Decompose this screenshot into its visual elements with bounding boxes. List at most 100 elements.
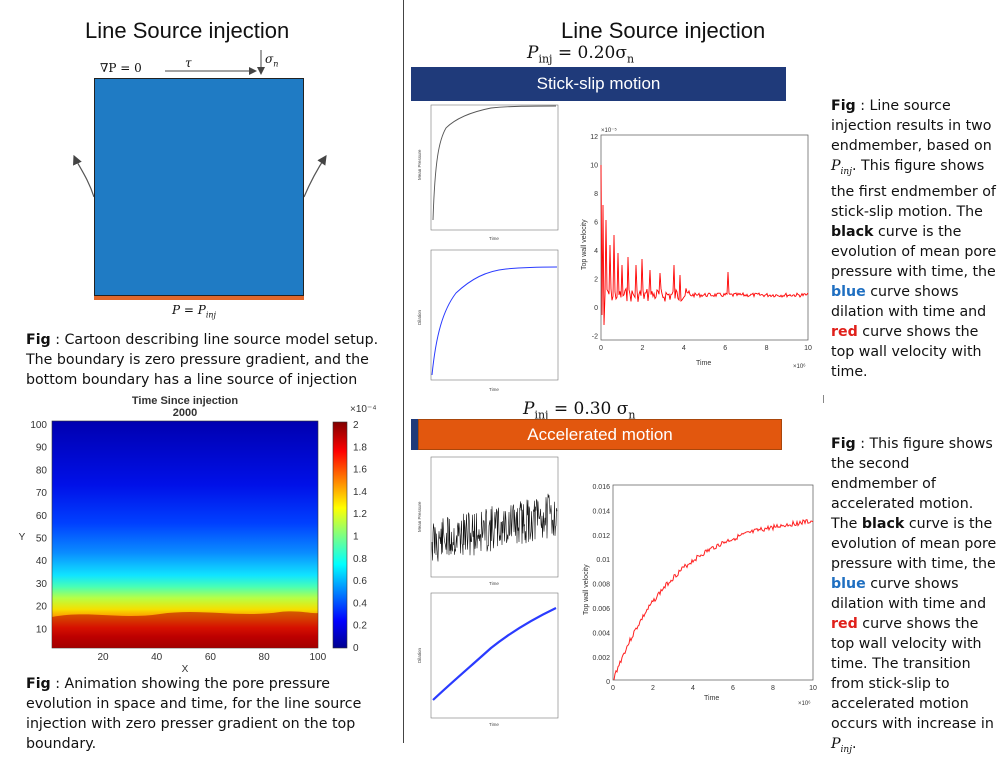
svg-text:Time: Time — [489, 236, 499, 241]
caption-cartoon: Fig : Cartoon describing line source mod… — [26, 332, 379, 388]
svg-text:Mean Pressure: Mean Pressure — [417, 149, 422, 180]
velocity-xtick: 4 — [691, 685, 695, 692]
velocity-xtick: 6 — [723, 345, 727, 352]
svg-text:×10⁶: ×10⁶ — [793, 363, 806, 370]
tau-label: τ — [185, 56, 192, 70]
mid-divider — [823, 395, 824, 403]
heatmap-yticks: 100 90 80 70 60 50 40 30 20 10 — [30, 420, 47, 635]
mean-pressure-noisy — [431, 493, 558, 562]
heatmap-ytick: 70 — [36, 488, 48, 499]
bottom-boundary-label: P = Pinj — [172, 303, 217, 320]
heatmap-area — [51, 420, 319, 649]
colorbar — [332, 421, 348, 649]
accel-dilation-plot: Dilation Time — [411, 588, 561, 728]
stick-velocity-plot: 12 10 8 6 4 2 0 -2 0 2 4 6 8 10 Top wall velocity Ti… — [570, 125, 815, 370]
velocity-xtick: 4 — [682, 345, 686, 352]
heatmap-xtick: 60 — [205, 652, 217, 663]
colorbar-tick: 1.2 — [353, 509, 367, 520]
colorbar-tick: 0.8 — [353, 554, 367, 565]
heatmap-ytick: 10 — [36, 624, 48, 635]
velocity-xtick: 10 — [804, 345, 812, 352]
heatmap-subtitle: 2000 — [173, 407, 197, 419]
colorbar-tick: 1.4 — [353, 487, 367, 498]
stick-slip-banner: Stick-slip motion — [411, 67, 786, 101]
velocity-ytick: 0.008 — [592, 582, 610, 589]
svg-text:Top wall velocity: Top wall velocity — [583, 564, 590, 615]
left-curved-arrow — [73, 154, 95, 198]
velocity-ytick: 0.014 — [592, 508, 610, 515]
velocity-xtick: 6 — [731, 685, 735, 692]
velocity-xtick: 8 — [771, 685, 775, 692]
accel-banner-edge — [411, 419, 418, 450]
colorbar-tick: 0 — [353, 643, 359, 654]
svg-text:×10⁻⁵: ×10⁻⁵ — [601, 127, 617, 134]
velocity-ytick: 12 — [590, 134, 598, 141]
colorbar-ticks: 2 1.8 1.6 1.4 1.2 1 0.8 0.6 0.4 0.2 0 — [353, 420, 367, 654]
velocity-ytick: 0.002 — [592, 655, 610, 662]
mean-pressure-curve — [432, 105, 557, 221]
heatmap-ytick: 80 — [36, 465, 48, 476]
velocity-xtick: 2 — [651, 685, 655, 692]
stick-mean-pressure-plot: Mean Pressure Time — [411, 100, 561, 245]
velocity-ytick: 6 — [594, 220, 598, 227]
colorbar-tick: 0.2 — [353, 621, 367, 632]
velocity-ytick: 0.004 — [592, 630, 610, 637]
accel-velocity-plot: 0.016 0.014 0.012 0.01 0.008 0.006 0.004 0.002 0… — [570, 475, 820, 710]
velocity-xtick: 8 — [765, 345, 769, 352]
heatmap-xticks: 20 40 60 80 100 — [97, 652, 326, 663]
caption-stick-slip: Fig : Line source injection results in t… — [831, 98, 997, 380]
heatmap-xtick: 40 — [151, 652, 163, 663]
stick-dilation-plot: Dilation Time — [411, 245, 561, 395]
heatmap-title: Time Since injection — [132, 395, 238, 407]
svg-text:×10⁶: ×10⁶ — [798, 700, 811, 707]
velocity-xtick: 2 — [640, 345, 644, 352]
colorbar-exponent: ×10⁻⁴ — [350, 404, 377, 415]
velocity-ytick: 0.01 — [596, 557, 610, 564]
heatmap-xtick: 80 — [259, 652, 271, 663]
svg-text:Time: Time — [489, 722, 499, 727]
colorbar-tick: 1.6 — [353, 465, 367, 476]
svg-text:Dilation: Dilation — [417, 647, 422, 663]
velocity-xtick: 0 — [611, 685, 615, 692]
heatmap-ytick: 50 — [36, 534, 48, 545]
line-source-bar — [94, 296, 304, 300]
velocity-ytick: 0.016 — [592, 484, 610, 491]
column-divider — [403, 0, 404, 743]
velocity-stick-curve — [600, 164, 809, 326]
velocity-ytick: 4 — [594, 248, 598, 255]
velocity-ytick: 0 — [606, 679, 610, 686]
svg-text:Time: Time — [489, 387, 499, 392]
velocity-ytick: 0.012 — [592, 533, 610, 540]
velocity-ytick: 8 — [594, 191, 598, 198]
velocity-xtick: 10 — [809, 685, 817, 692]
left-title: Line Source injection — [85, 18, 290, 43]
colorbar-tick: 1 — [353, 532, 359, 543]
velocity-accel-curve — [613, 519, 814, 681]
dilation-rising-curve — [432, 607, 557, 701]
pinj-accel-label: Pinj = 0.30 σn — [523, 399, 636, 422]
sigma-label: σn — [265, 52, 279, 69]
svg-text:Time: Time — [489, 581, 499, 586]
svg-text:Dilation: Dilation — [417, 309, 422, 325]
svg-text:Time: Time — [704, 695, 719, 702]
velocity-ytick: 2 — [594, 277, 598, 284]
svg-text:Time: Time — [696, 360, 711, 367]
heatmap-xtick: 100 — [309, 652, 326, 663]
colorbar-tick: 2 — [353, 420, 359, 431]
right-title: Line Source injection — [561, 18, 766, 43]
heatmap-ytick: 90 — [36, 443, 48, 454]
velocity-ytick: -2 — [592, 334, 598, 341]
heatmap-ytick: 20 — [36, 602, 48, 613]
heatmap-figure: Time Since injection 2000 100 90 80 70 60 50 4… — [0, 392, 403, 672]
heatmap-xtick: 20 — [97, 652, 109, 663]
caption-accelerated: Fig : This figure shows the second endme… — [831, 436, 997, 755]
accelerated-banner: Accelerated motion — [418, 419, 782, 450]
velocity-ytick: 10 — [590, 163, 598, 170]
heatmap-xlabel: X — [182, 664, 189, 672]
svg-text:Mean Pressure: Mean Pressure — [417, 501, 422, 532]
heatmap-ytick: 100 — [30, 420, 47, 431]
heatmap-ytick: 60 — [36, 511, 48, 522]
dilation-curve — [431, 266, 558, 376]
colorbar-tick: 0.6 — [353, 576, 367, 587]
pinj-stick-label: Pinj = 0.20σn — [527, 43, 635, 66]
